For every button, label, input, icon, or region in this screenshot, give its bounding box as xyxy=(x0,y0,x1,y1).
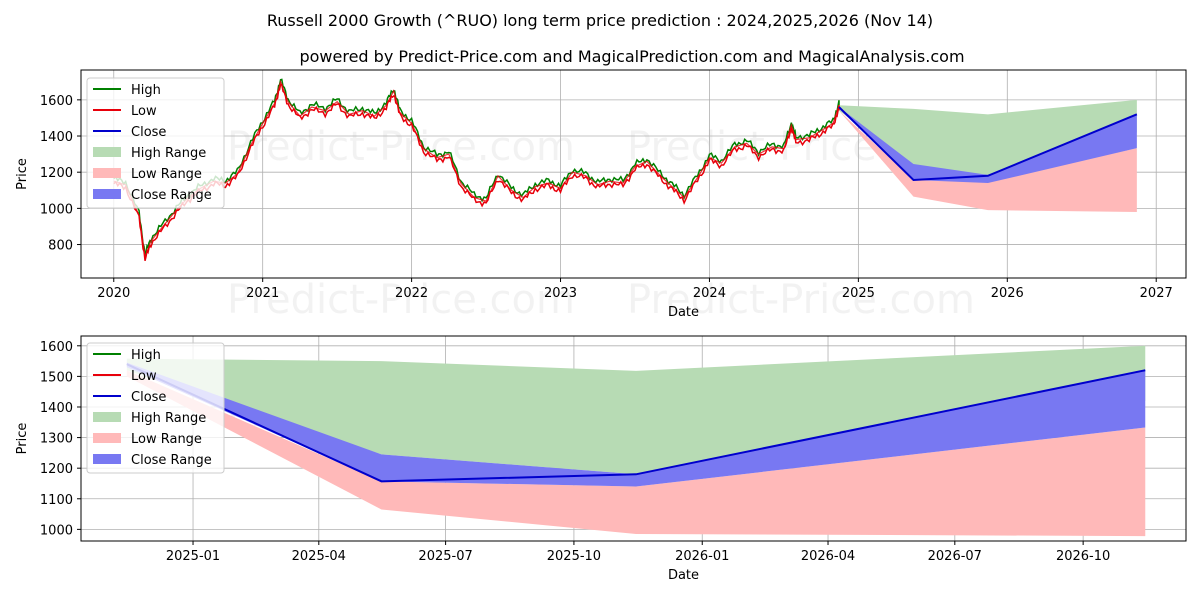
x-tick-label: 2025-04 xyxy=(292,549,346,564)
x-axis-label: Date xyxy=(668,305,699,320)
low-range-band xyxy=(126,370,1146,537)
watermark-text: Predict-Price.com xyxy=(627,277,975,323)
y-axis-label: Price xyxy=(15,423,30,455)
x-tick-label: 2027 xyxy=(1140,286,1173,301)
legend-swatch-patch xyxy=(93,412,121,422)
zoom-chart: Predict-Price.comPredict-Price.com2025-0… xyxy=(15,335,1187,583)
legend-label: Low Range xyxy=(131,432,202,447)
legend-label: High Range xyxy=(131,146,206,161)
x-axis-label: Date xyxy=(668,568,699,583)
x-tick-label: 2023 xyxy=(544,286,577,301)
legend-label: High xyxy=(131,83,161,98)
legend-label: Close Range xyxy=(131,453,212,468)
overview-chart: Predict-Price.com Predict-Price.com Predic… xyxy=(15,69,1187,323)
legend-label: High xyxy=(131,348,161,363)
x-tick-label: 2021 xyxy=(246,286,279,301)
chart-subtitle: powered by Predict-Price.com and Magical… xyxy=(299,47,964,66)
x-tick-label: 2026-01 xyxy=(675,549,729,564)
y-tick-label: 1500 xyxy=(40,370,73,385)
y-tick-label: 1000 xyxy=(40,202,73,217)
x-tick-label: 2022 xyxy=(395,286,428,301)
high-range-band xyxy=(839,99,1137,176)
plot-area xyxy=(81,336,1186,541)
legend-swatch-patch xyxy=(93,147,121,157)
plot-frame xyxy=(80,69,1187,279)
x-tick-label: 2026 xyxy=(991,286,1024,301)
legend-label: Close xyxy=(131,125,166,140)
y-tick-label: 1100 xyxy=(40,493,73,508)
legend-label: Close Range xyxy=(131,188,212,203)
x-tick-label: 2025-10 xyxy=(547,549,601,564)
x-tick-label: 2026-10 xyxy=(1056,549,1110,564)
y-tick-label: 1200 xyxy=(40,166,73,181)
y-tick-label: 1400 xyxy=(40,130,73,145)
x-tick-label: 2024 xyxy=(693,286,726,301)
high-range-band xyxy=(126,345,1146,475)
x-tick-label: 2020 xyxy=(97,286,130,301)
x-tick-label: 2025 xyxy=(842,286,875,301)
y-tick-label: 1000 xyxy=(40,523,73,538)
close-range-band xyxy=(839,107,1137,184)
legend-box xyxy=(86,77,225,209)
plot-frame xyxy=(80,335,1187,542)
legend-label: High Range xyxy=(131,411,206,426)
y-tick-label: 1600 xyxy=(40,94,73,109)
close-history-line xyxy=(113,79,840,258)
forecast-close-line xyxy=(838,106,1138,181)
x-tick-label: 2025-07 xyxy=(418,549,472,564)
y-tick-label: 1200 xyxy=(40,462,73,477)
legend-swatch-patch xyxy=(93,168,121,178)
legend-label: Low xyxy=(131,104,157,119)
legend-box xyxy=(86,342,225,474)
y-tick-label: 1600 xyxy=(40,340,73,355)
legend-swatch-patch xyxy=(93,189,121,199)
legend-swatch-patch xyxy=(93,433,121,443)
watermark-text: Predict-Price.com xyxy=(227,277,575,323)
plot-area xyxy=(81,70,1186,278)
legend-swatch-patch xyxy=(93,454,121,464)
low-range-band xyxy=(839,110,1137,212)
chart-title: Russell 2000 Growth (^RUO) long term pri… xyxy=(267,11,933,30)
y-tick-label: 1300 xyxy=(40,432,73,447)
x-tick-label: 2025-01 xyxy=(166,549,220,564)
close-range-band xyxy=(126,362,1146,487)
x-tick-label: 2026-07 xyxy=(928,549,982,564)
legend-label: Low xyxy=(131,369,157,384)
watermark-text: Predict-Price.com xyxy=(227,124,575,170)
y-tick-label: 800 xyxy=(48,239,73,254)
legend-label: Close xyxy=(131,390,166,405)
y-tick-label: 1400 xyxy=(40,401,73,416)
legend-label: Low Range xyxy=(131,167,202,182)
y-axis-label: Price xyxy=(15,158,30,190)
forecast-close-line xyxy=(126,363,1146,483)
x-tick-label: 2026-04 xyxy=(801,549,855,564)
